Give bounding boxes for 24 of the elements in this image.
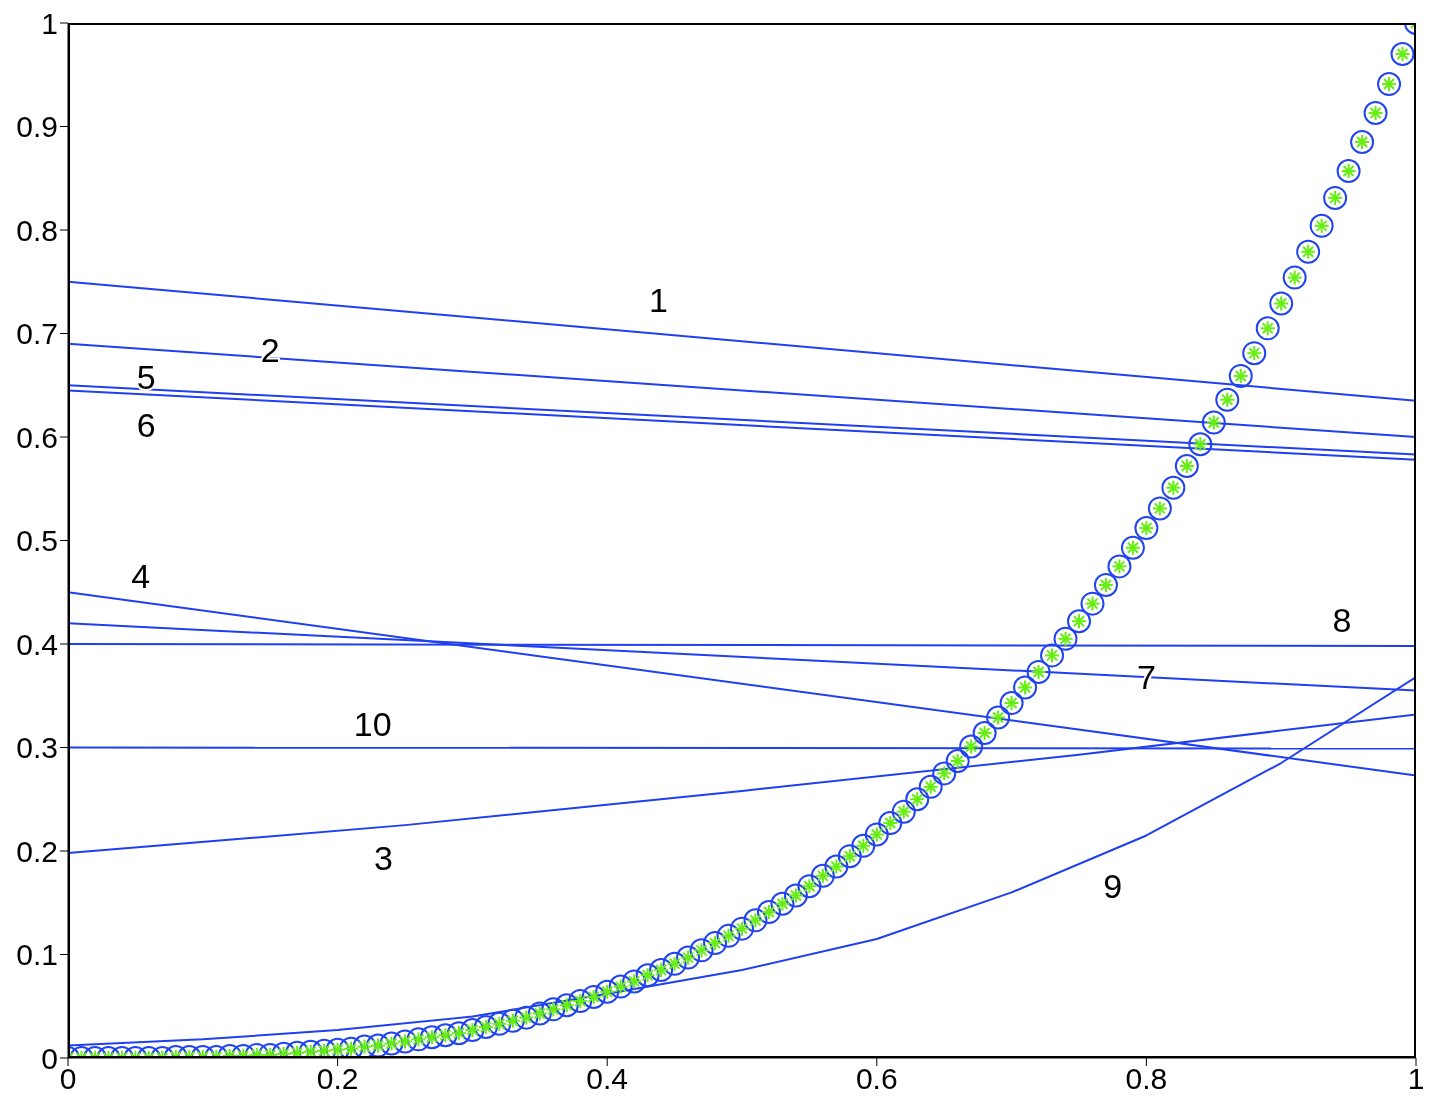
- x-tick-label: 0.2: [316, 1062, 359, 1096]
- y-tick-label: 1: [41, 6, 58, 40]
- x-tick-label: 0.6: [855, 1062, 898, 1096]
- y-tick-label: 0.1: [16, 938, 58, 972]
- y-tick-label: 0: [41, 1041, 58, 1075]
- y-tick-label: 0.3: [16, 731, 58, 765]
- series-label: 1: [648, 281, 668, 320]
- series-label: 3: [373, 839, 393, 878]
- y-tick-label: 0.8: [16, 213, 58, 247]
- x-tick-label: 0.4: [586, 1062, 629, 1096]
- y-tick-label: 0.9: [16, 110, 58, 144]
- series-label: 10: [353, 704, 392, 743]
- y-tick-label: 0.5: [16, 524, 58, 558]
- y-tick-label: 0.2: [16, 834, 58, 868]
- series-label: 4: [131, 556, 151, 595]
- series-label: 6: [136, 405, 156, 444]
- series-label: 8: [1332, 601, 1352, 640]
- x-tick-label: 0.8: [1125, 1062, 1168, 1096]
- y-tick-label: 0.7: [16, 317, 58, 351]
- y-tick-label: 0.4: [16, 627, 58, 661]
- series-label: 5: [136, 357, 156, 396]
- y-tick-label: 0.6: [16, 420, 58, 454]
- series-label: 9: [1103, 867, 1123, 906]
- x-tick-label: 1: [1407, 1062, 1425, 1096]
